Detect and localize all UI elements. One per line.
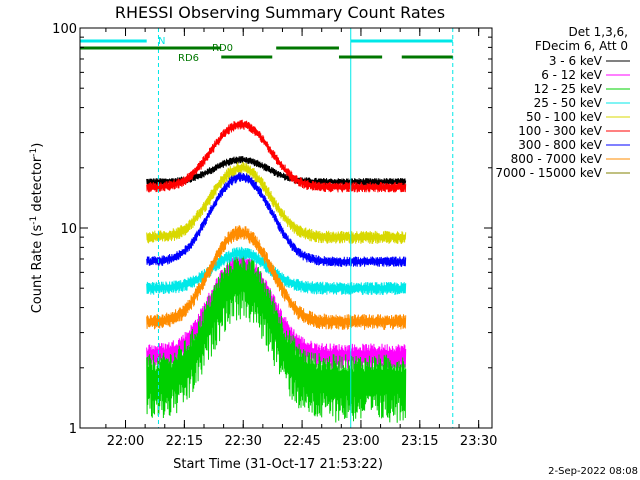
- y-axis: 100 10 1: [52, 22, 492, 437]
- legend-label: 100 - 300 keV: [518, 124, 602, 138]
- legend-header: Det 1,3,6,: [569, 25, 629, 39]
- series-50-100-kev: [146, 162, 407, 244]
- y-tick-label: 10: [60, 222, 77, 237]
- series-100-300-kev: [146, 119, 407, 193]
- plot-area: N RD0 RD6: [79, 27, 493, 429]
- legend-label: 300 - 800 keV: [518, 138, 602, 152]
- status-bar-n: N: [80, 36, 453, 47]
- chart-title: RHESSI Observing Summary Count Rates: [115, 3, 445, 22]
- x-axis-label: Start Time (31-Oct-17 21:53:22): [173, 457, 383, 472]
- status-bar-rd0: RD0: [80, 43, 339, 54]
- status-label-rd6: RD6: [178, 53, 199, 64]
- legend-label: 12 - 25 keV: [534, 82, 603, 96]
- status-bar-rd6: RD6: [178, 53, 453, 64]
- x-tick-label: 22:30: [224, 434, 261, 449]
- legend-label: 800 - 7000 keV: [511, 152, 603, 166]
- x-tick-label: 23:00: [342, 434, 379, 449]
- y-tick-label: 100: [52, 22, 77, 37]
- status-label-n: N: [158, 36, 165, 47]
- x-tick-label: 23:30: [460, 434, 497, 449]
- legend-label: 3 - 6 keV: [549, 54, 603, 68]
- y-tick-label: 1: [69, 422, 77, 437]
- x-tick-label: 22:15: [166, 434, 203, 449]
- series-25-50-kev: [146, 246, 407, 296]
- x-tick-label: 22:00: [107, 434, 144, 449]
- legend-label: 25 - 50 keV: [534, 96, 603, 110]
- footer-timestamp: 2-Sep-2022 08:08: [548, 466, 638, 477]
- series-800-7000-kev: [146, 225, 407, 330]
- series-3-6-kev: [146, 156, 407, 186]
- legend-label: 7000 - 15000 keV: [495, 166, 602, 180]
- legend-header: FDecim 6, Att 0: [535, 39, 628, 53]
- series-300-800-kev: [146, 172, 407, 267]
- x-axis: 22:00 22:15 22:30 22:45 23:00 23:15 23:30: [105, 28, 497, 449]
- legend-label: 50 - 100 keV: [526, 110, 603, 124]
- status-label-rd0: RD0: [212, 43, 233, 54]
- x-tick-label: 22:45: [283, 434, 320, 449]
- series-12-25-kev: [146, 253, 407, 423]
- y-axis-label: Count Rate (s-1 detector-1): [29, 143, 45, 314]
- legend-label: 6 - 12 keV: [541, 68, 603, 82]
- x-tick-label: 23:15: [401, 434, 438, 449]
